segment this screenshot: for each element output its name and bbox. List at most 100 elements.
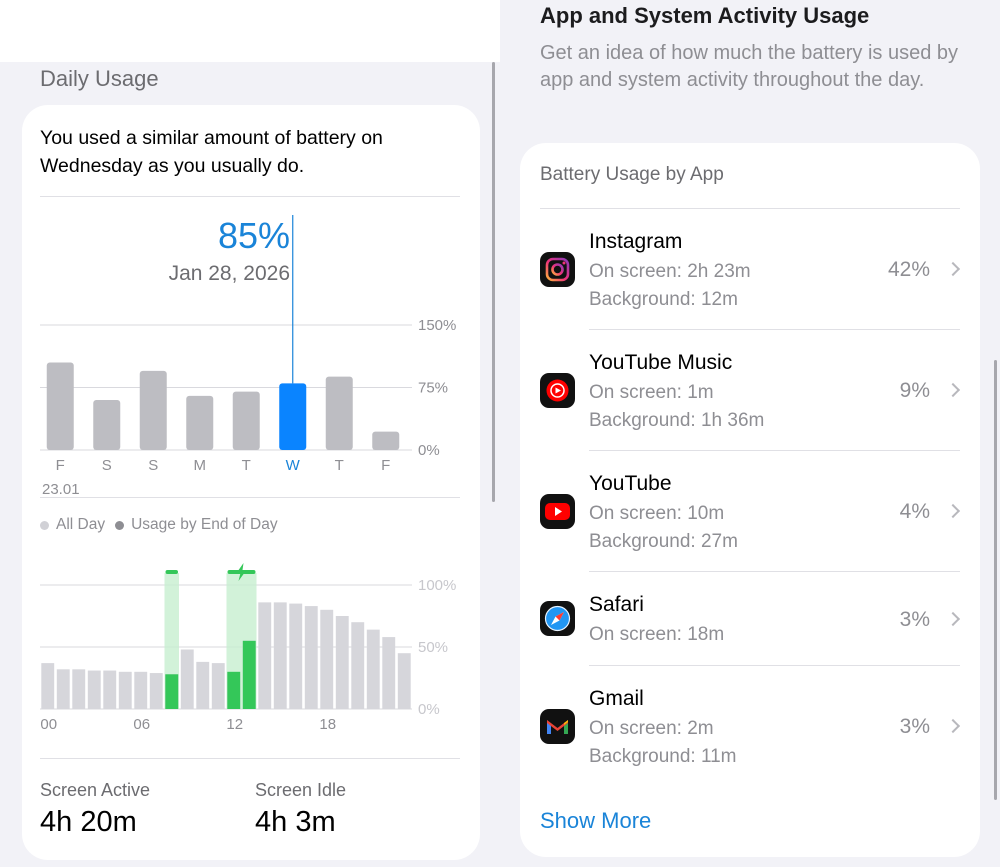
app-background-instagram: Background: 12m xyxy=(589,289,738,310)
y-tick-label: 0% xyxy=(418,442,440,459)
left-scroll-indicator[interactable] xyxy=(492,62,495,502)
screen-idle-value: 4h 3m xyxy=(255,806,336,838)
chevron-right-icon xyxy=(945,503,961,519)
x-tick-label: 18 xyxy=(319,716,336,733)
charging-bolt-icon xyxy=(236,563,247,581)
app-name-youtube: YouTube xyxy=(589,472,672,495)
hour-bar-2 xyxy=(72,669,86,709)
charging-bar-8 xyxy=(165,674,179,709)
x-tick-label: 12 xyxy=(226,716,243,733)
app-row-gmail[interactable]: Gmail On screen: 2m Background: 11m 3% xyxy=(540,685,961,771)
selected-day-date: Jan 28, 2026 xyxy=(168,262,290,285)
stats-divider xyxy=(40,758,460,759)
app-percent-youtube-music: 9% xyxy=(899,379,930,402)
left-top-blank-area xyxy=(0,0,500,62)
daily-usage-title: Daily Usage xyxy=(40,66,159,91)
chevron-right-icon xyxy=(945,261,961,277)
hour-bar-3 xyxy=(87,670,101,709)
bar-1 xyxy=(93,400,121,450)
y-tick-label: 150% xyxy=(418,317,456,334)
hour-bar-17 xyxy=(304,606,318,709)
legend-end-of-day-dot xyxy=(115,520,125,530)
right-scroll-indicator[interactable] xyxy=(994,360,997,800)
chevron-right-icon xyxy=(945,718,961,734)
bar-2 xyxy=(139,370,167,450)
y-tick-label: 100% xyxy=(418,577,456,594)
app-percent-instagram: 42% xyxy=(887,258,930,281)
hour-bar-0 xyxy=(41,663,55,709)
hour-bar-5 xyxy=(118,671,132,709)
row-divider xyxy=(589,329,960,330)
screen-active-value: 4h 20m xyxy=(40,806,137,838)
screen-idle-label: Screen Idle xyxy=(255,780,347,800)
screen-active-label: Screen Active xyxy=(40,780,151,800)
hour-bar-21 xyxy=(366,629,380,709)
hour-bar-15 xyxy=(273,602,287,709)
charging-marker xyxy=(165,570,178,574)
app-row-youtube[interactable]: YouTube On screen: 10m Background: 27m 4… xyxy=(540,470,961,556)
app-percent-youtube: 4% xyxy=(899,500,930,523)
app-name-gmail: Gmail xyxy=(589,687,644,710)
hour-bar-7 xyxy=(149,673,163,709)
x-tick-label: T xyxy=(335,457,344,474)
bar-6 xyxy=(325,376,353,450)
x-tick-label: F xyxy=(56,457,65,474)
x-tick-label: T xyxy=(242,457,251,474)
app-row-instagram[interactable]: Instagram On screen: 2h 23m Background: … xyxy=(540,228,961,314)
hour-bar-18 xyxy=(320,609,334,709)
show-more-link[interactable]: Show More xyxy=(540,808,652,833)
youtube-icon xyxy=(540,494,575,529)
x-tick-label: S xyxy=(148,457,158,474)
legend-end-of-day-label: Usage by End of Day xyxy=(131,516,278,533)
hour-bar-10 xyxy=(196,661,210,709)
app-activity-title: App and System Activity Usage xyxy=(540,3,870,28)
hour-bar-23 xyxy=(397,653,411,709)
x-tick-label: W xyxy=(286,457,301,474)
charging-bar-13 xyxy=(242,640,256,709)
app-row-youtube-music[interactable]: YouTube Music On screen: 1m Background: … xyxy=(540,349,961,435)
app-name-instagram: Instagram xyxy=(589,230,683,253)
selected-day-percent: 85% xyxy=(217,215,290,256)
x-tick-sublabel: 23.01 xyxy=(42,481,80,498)
usage-summary-text: You used a similar amount of battery on … xyxy=(40,127,383,177)
y-tick-label: 50% xyxy=(418,639,448,656)
battery-by-app-card xyxy=(520,143,980,857)
app-background-gmail: Background: 11m xyxy=(589,746,737,767)
app-onscreen-gmail: On screen: 2m xyxy=(589,718,714,739)
app-activity-description: Get an idea of how much the battery is u… xyxy=(540,42,959,91)
x-tick-label: 00 xyxy=(40,716,57,733)
y-tick-label: 0% xyxy=(418,701,440,718)
app-onscreen-youtube-music: On screen: 1m xyxy=(589,382,714,403)
hour-bar-11 xyxy=(211,663,225,709)
x-tick-label: 06 xyxy=(133,716,150,733)
gmail-icon xyxy=(540,709,575,744)
header-divider xyxy=(540,208,960,209)
bar-0 xyxy=(46,362,74,450)
app-onscreen-youtube: On screen: 10m xyxy=(589,503,725,524)
bar-3 xyxy=(186,395,214,450)
hour-bar-20 xyxy=(351,622,365,709)
app-percent-safari: 3% xyxy=(899,608,930,631)
app-row-safari[interactable]: Safari On screen: 18m 3% xyxy=(540,591,961,651)
bar-5 xyxy=(279,383,307,450)
x-tick-label: M xyxy=(194,457,207,474)
x-tick-label: F xyxy=(381,457,390,474)
app-percent-gmail: 3% xyxy=(899,715,930,738)
chevron-right-icon xyxy=(945,382,961,398)
app-name-youtube-music: YouTube Music xyxy=(589,351,733,374)
row-divider xyxy=(589,665,960,666)
legend-all-day: All Day xyxy=(40,516,105,534)
row-divider xyxy=(589,450,960,451)
legend-end-of-day: Usage by End of Day xyxy=(115,516,278,534)
instagram-icon xyxy=(540,252,575,287)
hour-bar-19 xyxy=(335,616,349,709)
safari-icon xyxy=(540,601,575,636)
app-name-safari: Safari xyxy=(589,593,644,616)
chevron-right-icon xyxy=(945,611,961,627)
app-background-youtube: Background: 27m xyxy=(589,531,738,552)
x-tick-label: S xyxy=(102,457,112,474)
bar-7 xyxy=(372,431,400,450)
bar-4 xyxy=(232,391,260,450)
